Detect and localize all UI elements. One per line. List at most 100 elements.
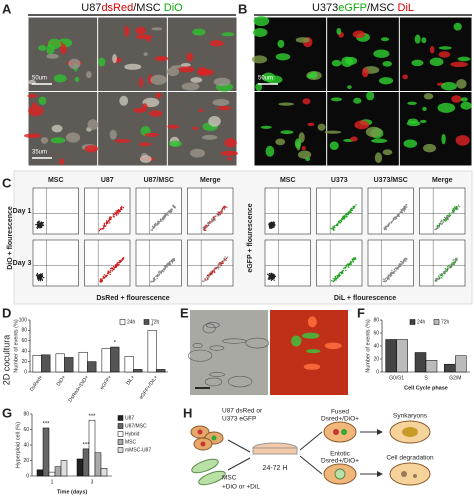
cell <box>65 132 81 143</box>
column-header: Merge <box>432 177 453 184</box>
bar <box>60 460 68 477</box>
cell <box>280 130 294 135</box>
event <box>113 268 115 270</box>
event <box>102 275 105 278</box>
legend-swatch <box>117 431 124 437</box>
event <box>457 208 459 210</box>
cell <box>209 372 225 377</box>
cell <box>38 45 47 51</box>
event <box>108 217 111 220</box>
event <box>383 280 385 283</box>
event <box>449 267 451 269</box>
event <box>213 218 215 221</box>
event <box>218 211 221 214</box>
cell <box>190 77 203 83</box>
event <box>348 210 351 213</box>
event <box>344 214 346 216</box>
label: +DiO or +DiL <box>222 484 260 491</box>
cell <box>374 152 383 164</box>
event <box>36 221 39 224</box>
y-tick-label: 80 <box>373 317 379 323</box>
event <box>269 273 272 275</box>
event <box>349 262 351 265</box>
cell <box>53 74 67 83</box>
cell <box>148 110 163 117</box>
event <box>211 271 214 273</box>
event <box>340 221 343 223</box>
event <box>453 206 456 208</box>
event <box>221 261 223 263</box>
event <box>213 271 215 273</box>
cell <box>155 92 162 99</box>
title-part: dsRed <box>101 2 133 14</box>
legend-label: mMSC-U87 <box>125 447 151 453</box>
event <box>387 225 390 227</box>
event <box>117 263 120 265</box>
cell <box>251 55 268 64</box>
cell <box>307 316 317 328</box>
event <box>153 280 155 282</box>
bar <box>54 466 62 477</box>
event <box>456 208 458 210</box>
cell <box>59 158 65 165</box>
event <box>444 272 446 275</box>
event <box>166 212 169 214</box>
cell <box>221 32 235 37</box>
event <box>334 277 337 279</box>
side-label: 2D cocultura <box>1 335 11 386</box>
cell <box>275 138 286 146</box>
panel-letter: E <box>180 305 189 320</box>
event <box>153 226 156 228</box>
label: Dsred+/DiO+ <box>321 458 359 465</box>
cell <box>380 37 390 42</box>
event <box>121 257 124 260</box>
event <box>339 222 341 224</box>
cell <box>307 122 315 127</box>
event <box>110 218 112 220</box>
bar <box>414 352 427 373</box>
event <box>107 271 110 274</box>
event <box>174 205 176 208</box>
event <box>395 270 397 272</box>
event <box>448 264 450 266</box>
cell <box>154 56 169 62</box>
cell <box>133 107 146 113</box>
event <box>218 214 220 216</box>
event <box>398 263 400 265</box>
event <box>386 277 389 280</box>
cell <box>260 125 272 129</box>
event <box>107 270 109 272</box>
event <box>347 212 350 214</box>
event <box>173 258 175 260</box>
event <box>40 221 43 224</box>
event <box>442 221 445 223</box>
event <box>158 274 160 276</box>
event <box>121 208 123 211</box>
event <box>162 218 165 220</box>
cell <box>23 133 42 139</box>
cell <box>167 124 180 129</box>
event <box>333 279 336 282</box>
event <box>353 206 356 208</box>
cell <box>297 150 312 159</box>
event <box>166 266 168 268</box>
label: Fused <box>331 409 349 416</box>
flow-plot <box>187 187 234 235</box>
title-part: DiL <box>398 2 415 14</box>
event <box>155 223 157 226</box>
event <box>40 273 43 276</box>
event <box>344 266 346 269</box>
event <box>38 274 40 276</box>
event <box>154 222 157 224</box>
event <box>339 271 341 274</box>
event <box>221 262 223 265</box>
event <box>342 216 344 219</box>
flow-plot <box>84 187 131 235</box>
event <box>330 227 332 230</box>
event <box>394 218 396 221</box>
legend-label: 72h <box>441 319 450 325</box>
event <box>156 221 159 223</box>
event <box>157 274 159 277</box>
cell <box>180 63 191 67</box>
